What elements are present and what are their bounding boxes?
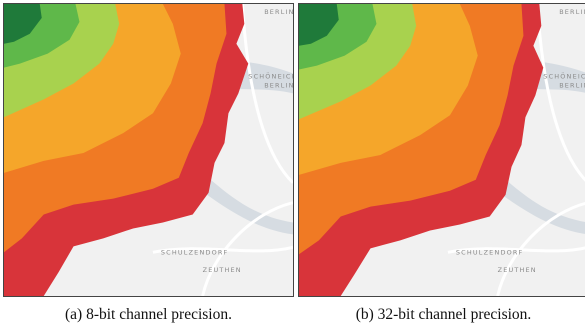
caption-32bit: (b) 32-bit channel precision. [355,306,532,323]
isochrone-map-8bit: BERLIN SCHÖNEICHE BERLIN SCHULZENDORF ZE… [4,4,293,296]
place-label: ZEUTHEN [203,266,242,274]
place-label: ZEUTHEN [498,266,537,274]
map-panel-8bit: BERLIN SCHÖNEICHE BERLIN SCHULZENDORF ZE… [3,3,294,297]
road [201,201,293,296]
place-label: SCHULZENDORF [456,248,524,256]
place-label: BERLIN [264,8,293,16]
place-label: BERLIN [559,81,585,89]
isochrone-zone-1 [299,4,339,46]
road [240,4,293,184]
isochrone-zone-1 [4,4,42,44]
place-label: BERLIN [559,8,585,16]
place-label: SCHULZENDORF [161,248,229,256]
isochrone-map-32bit: BERLIN SCHÖNEICHE BERLIN SCHULZENDORF ZE… [299,4,585,296]
place-label: BERLIN [264,81,293,89]
road [496,201,585,296]
caption-8bit: (a) 8-bit channel precision. [65,306,232,323]
map-panel-32bit: BERLIN SCHÖNEICHE BERLIN SCHULZENDORF ZE… [298,3,585,297]
place-label: SCHÖNEICHE [248,71,293,80]
road [535,4,585,182]
place-label: SCHÖNEICHE [543,71,585,80]
